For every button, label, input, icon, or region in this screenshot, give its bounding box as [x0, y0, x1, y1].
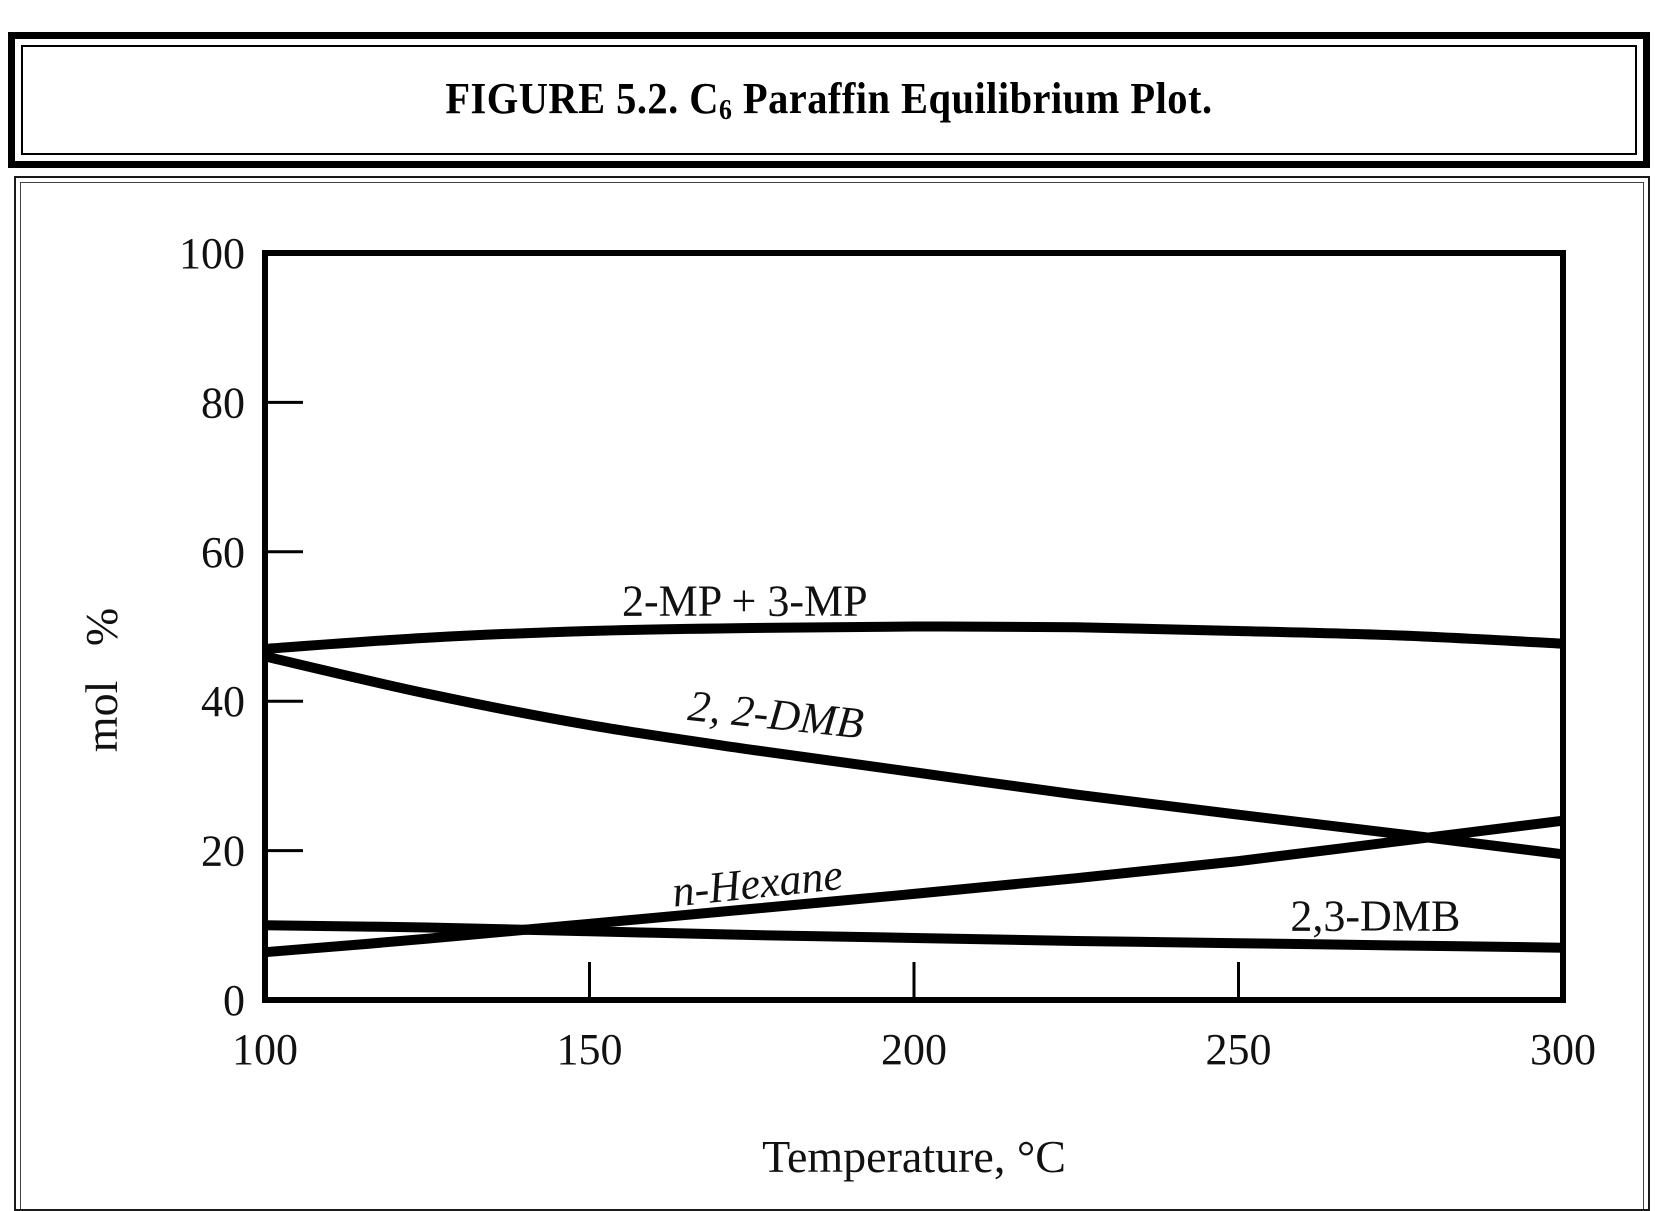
series-label-mp: 2-MP + 3-MP — [622, 576, 868, 625]
series-label-22dmb: 2, 2-DMB — [686, 681, 866, 748]
y-tick-label: 20 — [201, 827, 245, 876]
figure-title: FIGURE 5.2. C6 Paraffin Equilibrium Plot… — [445, 73, 1212, 127]
series-layer — [263, 621, 1564, 958]
series-line-n-hexane — [264, 815, 1564, 958]
y-tick-label: 60 — [201, 528, 245, 577]
y-axis-title: mol % — [76, 608, 127, 752]
figure-title-prefix: FIGURE 5.2. C — [445, 74, 720, 123]
x-tick-label: 300 — [1530, 1025, 1596, 1074]
x-tick-label: 200 — [881, 1025, 947, 1074]
x-tick-label: 100 — [232, 1025, 298, 1074]
series-label-23dmb: 2,3-DMB — [1290, 892, 1460, 941]
chart-frame-inner — [20, 182, 1644, 1209]
figure-title-suffix: Paraffin Equilibrium Plot. — [732, 74, 1213, 123]
y-tick-label: 0 — [223, 976, 245, 1025]
figure-title-inner: FIGURE 5.2. C6 Paraffin Equilibrium Plot… — [21, 45, 1637, 155]
y-tick-label: 80 — [201, 378, 245, 427]
figure-title-subscript: 6 — [719, 95, 733, 126]
series-line-mp — [264, 621, 1564, 654]
figure-title-box: FIGURE 5.2. C6 Paraffin Equilibrium Plot… — [8, 32, 1650, 168]
series-line-23dmb — [264, 920, 1564, 953]
x-axis-title: Temperature, °C — [762, 1131, 1066, 1182]
y-tick-label: 40 — [201, 677, 245, 726]
y-tick-label: 100 — [179, 229, 245, 278]
axes-layer: 0 20 40 60 80 100 100 150 200 250 300 Temperature, … — [76, 229, 1596, 1182]
x-tick-label: 250 — [1206, 1025, 1272, 1074]
chart-frame — [14, 176, 1650, 1211]
series-line-22dmb — [263, 651, 1564, 860]
x-tick-label: 150 — [557, 1025, 623, 1074]
